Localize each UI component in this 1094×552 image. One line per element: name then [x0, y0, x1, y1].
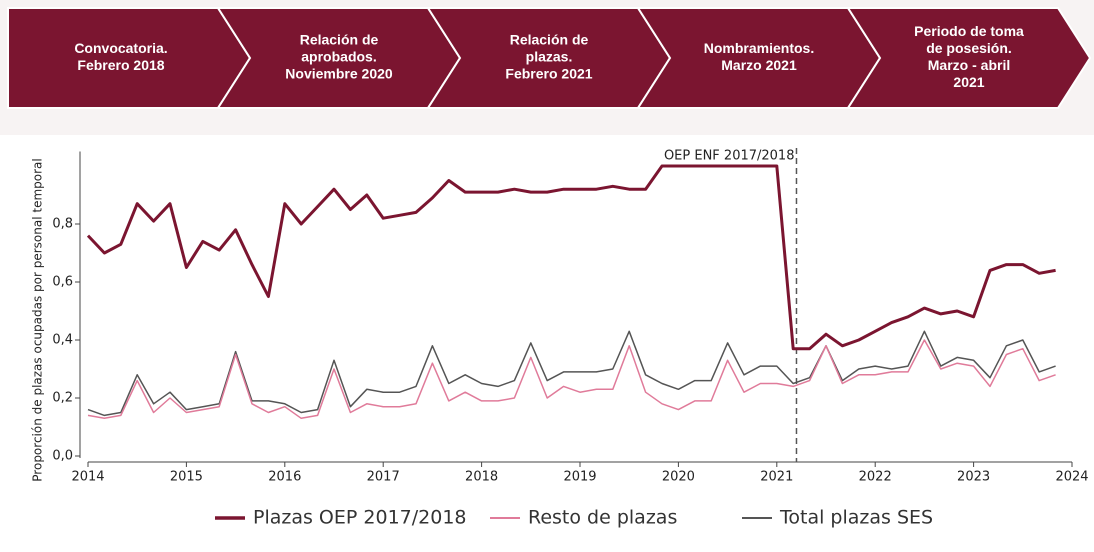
- banner-step: [846, 7, 1092, 109]
- x-tick-label: 2020: [662, 470, 695, 485]
- legend-label: Total plazas SES: [779, 507, 933, 529]
- banner-text: aprobados.: [301, 49, 376, 65]
- y-tick-label: 0,8: [52, 217, 73, 232]
- x-tick-label: 2015: [170, 470, 203, 485]
- line: [87, 330, 1056, 417]
- banner-text: Marzo - abril: [928, 57, 1010, 73]
- x-tick-label: 2017: [367, 470, 400, 485]
- x-tick-label: 2019: [563, 470, 596, 485]
- y-tick-label: 0,6: [52, 275, 73, 290]
- banner-text: de posesión.: [926, 40, 1012, 56]
- x-tick-label: 2014: [71, 470, 104, 485]
- x-tick-label: 2022: [859, 470, 892, 485]
- banner-text: 2021: [953, 74, 984, 90]
- y-tick-label: 0,4: [52, 333, 73, 348]
- banner-text: Relación de: [510, 32, 589, 48]
- line: [86, 164, 1056, 351]
- x-tick-label: 2024: [1055, 470, 1088, 485]
- y-tick-label: 0,0: [52, 449, 73, 464]
- x-tick-label: 2018: [465, 470, 498, 485]
- y-axis-label: Proporción de plazas ocupadas por person…: [31, 158, 45, 481]
- x-tick-label: 2023: [957, 470, 990, 485]
- annotation-text: OEP ENF 2017/2018: [664, 149, 795, 164]
- banner-text: Noviembre 2020: [285, 66, 393, 82]
- x-tick-label: 2016: [268, 470, 301, 485]
- banner-text: Convocatoria.: [74, 40, 167, 56]
- banner-text: Febrero 2018: [77, 57, 164, 73]
- legend-label: Resto de plazas: [528, 507, 677, 529]
- banner-text: Relación de: [300, 32, 379, 48]
- x-tick-label: 2021: [760, 470, 793, 485]
- banner-text: Febrero 2021: [505, 66, 592, 82]
- line: [87, 339, 1056, 420]
- y-tick-label: 0,2: [52, 391, 73, 406]
- legend-label: Plazas OEP 2017/2018: [253, 507, 467, 529]
- banner-text: Marzo 2021: [721, 57, 797, 73]
- banner-text: Periodo de toma: [914, 23, 1024, 39]
- banner-text: Nombramientos.: [704, 40, 814, 56]
- banner-text: plazas.: [526, 49, 573, 65]
